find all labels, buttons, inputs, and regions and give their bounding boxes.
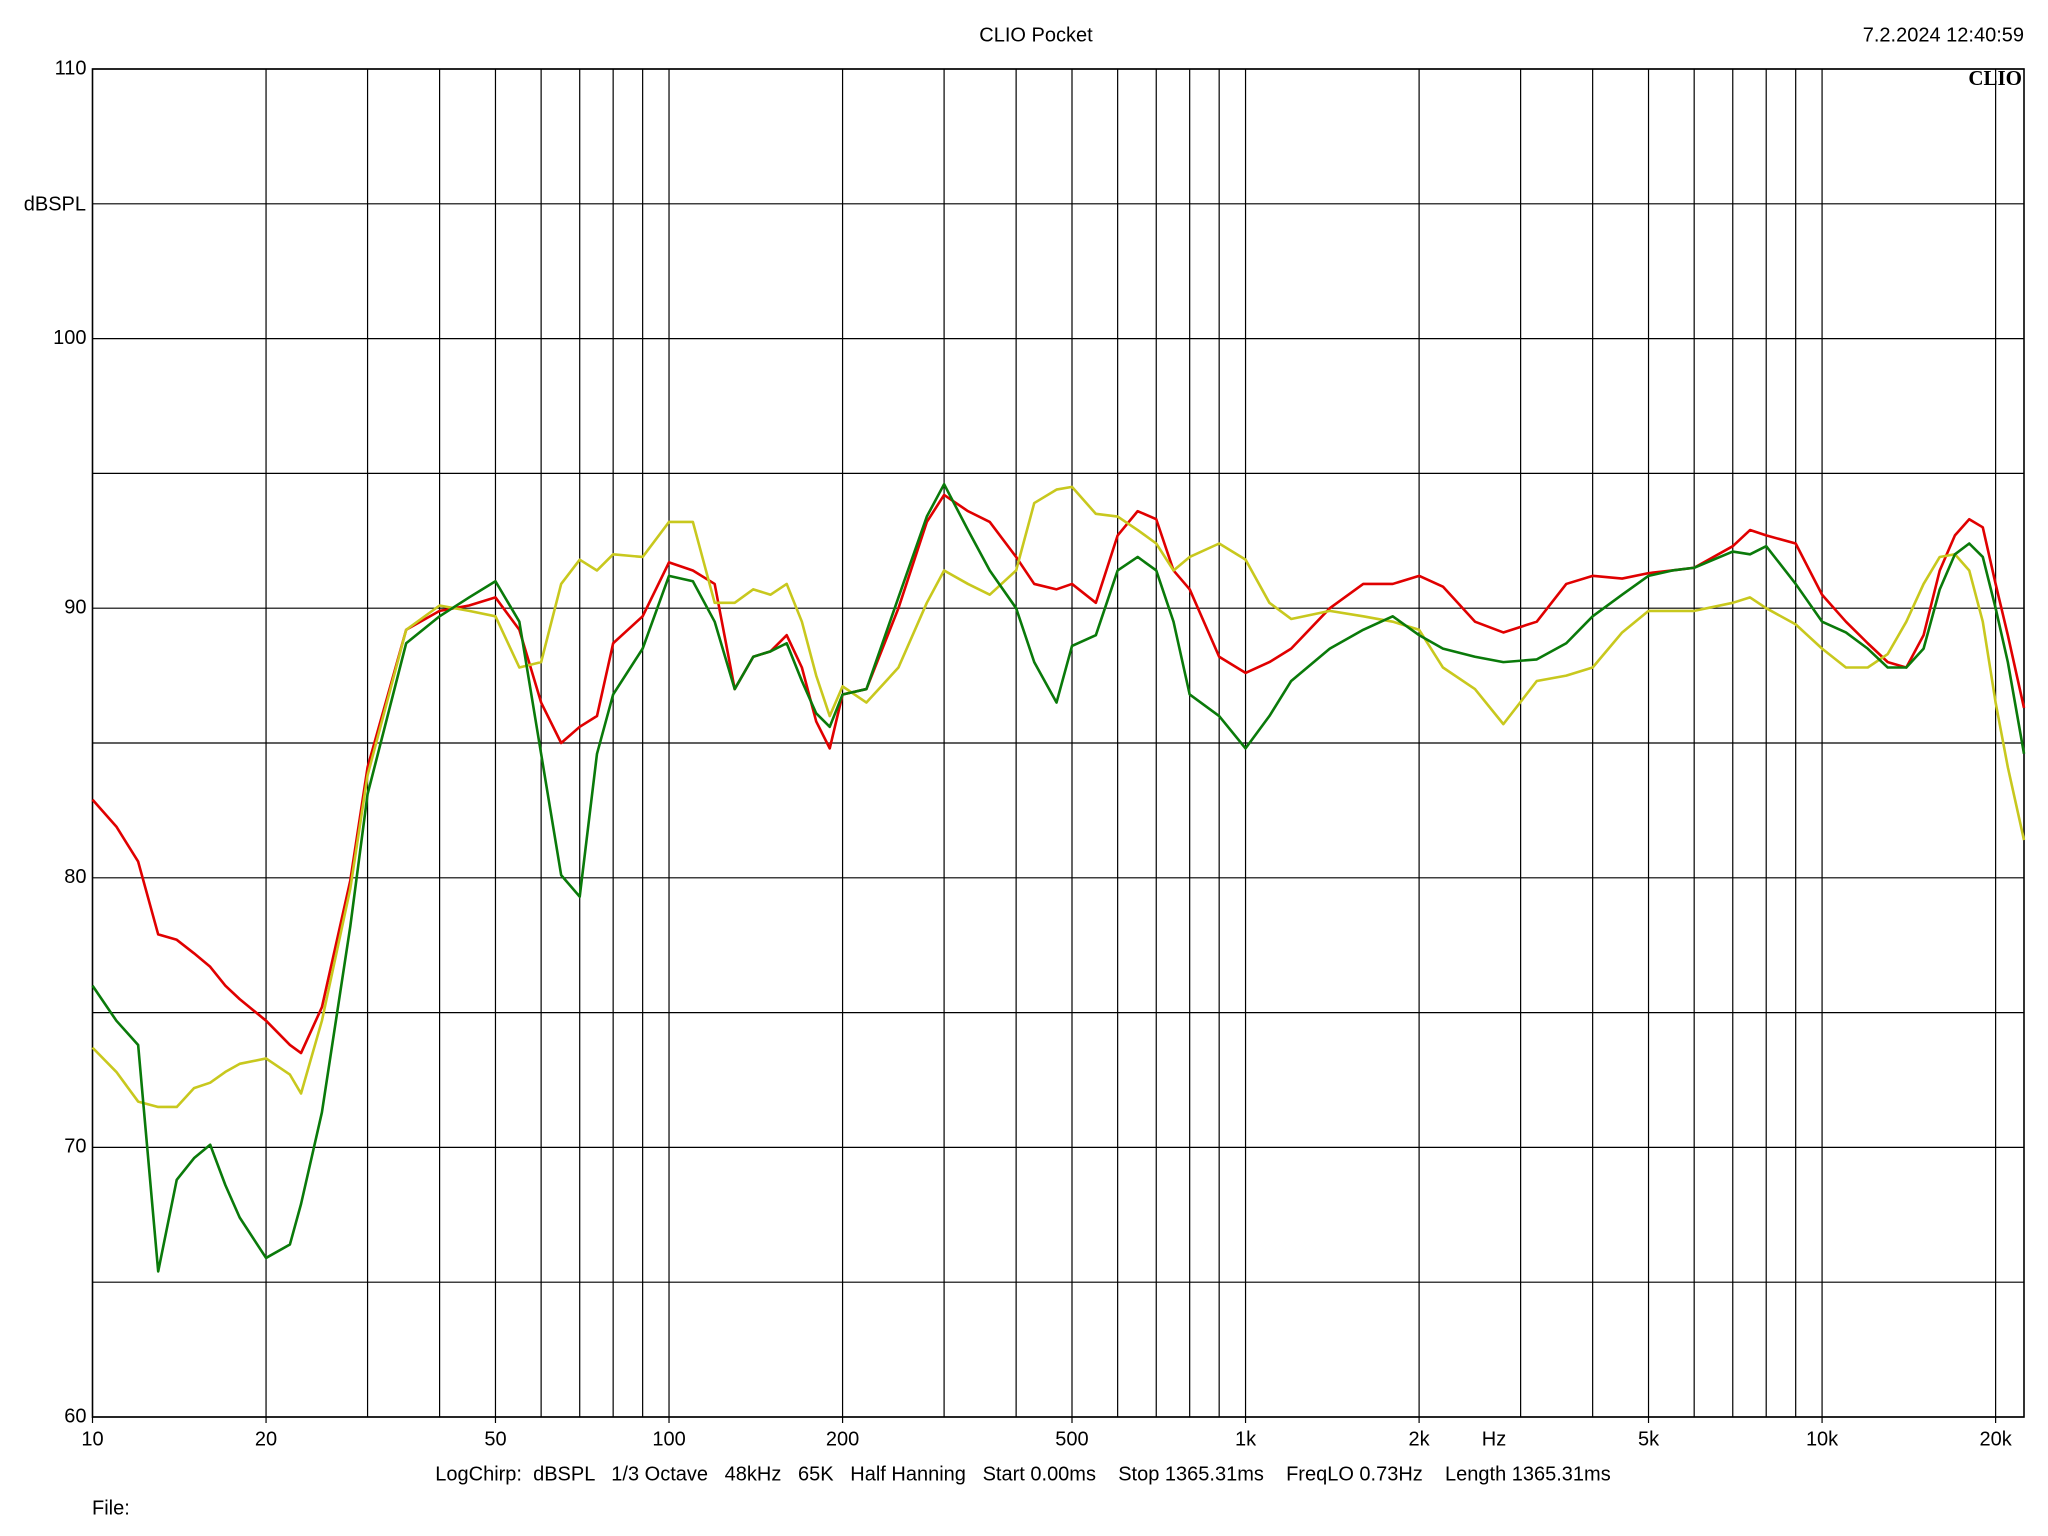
x-tick-label: 500 [1055,1428,1088,1450]
x-tick-label: 20k [1979,1428,2012,1450]
y-tick-label: 110 [55,57,87,79]
y-tick-label: 90 [64,596,86,618]
y-tick-label: 80 [64,866,86,888]
x-tick-label: 10 [81,1428,103,1450]
x-tick-label: 10k [1806,1428,1839,1450]
chart-title: CLIO Pocket [979,24,1093,46]
series-line [91,485,2026,1109]
y-tick-label: 70 [64,1136,86,1158]
x-tick-label: 1k [1235,1428,1257,1450]
x-tick-label: 20 [255,1428,277,1450]
footer: LogChirp: dBSPL 1/3 Octave 48kHz 65K Hal… [435,1463,1610,1485]
timestamp: 7.2.2024 12:40:59 [1863,24,2024,46]
series-line [91,482,2026,1273]
x-tick-label: 100 [652,1428,685,1450]
y-axis-label: dBSPL [24,193,86,215]
x-tick-label: 5k [1638,1428,1660,1450]
x-tick-label: 2k [1409,1428,1431,1450]
file-label: File: [92,1497,130,1519]
x-tick-label: 200 [826,1428,859,1450]
x-axis-label: Hz [1482,1428,1506,1450]
x-tick-label: 50 [484,1428,506,1450]
y-tick-label: 100 [53,327,86,349]
y-tick-label: 60 [64,1405,86,1427]
plot-frame [91,68,2025,1418]
